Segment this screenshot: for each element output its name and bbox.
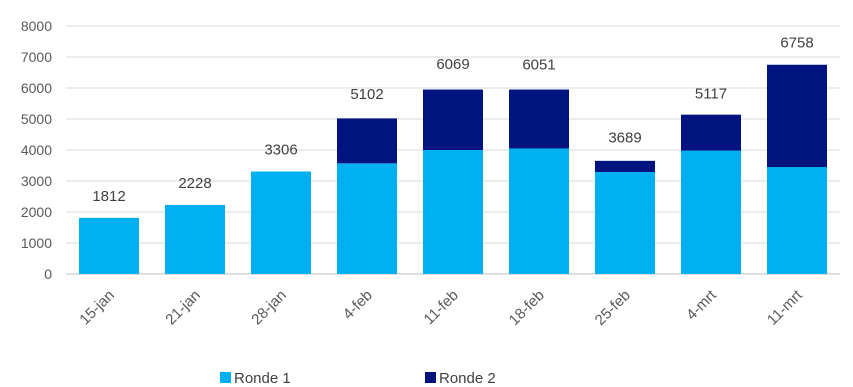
bar-segment-ronde-2 (767, 64, 827, 168)
bar-segment-ronde-2 (681, 114, 741, 151)
y-tick-label: 2000 (21, 204, 52, 220)
bar-segment-ronde-1 (423, 150, 483, 274)
bar-segment-ronde-1 (595, 172, 655, 274)
bar-segment-ronde-1 (767, 167, 827, 274)
x-tick-label: 25-feb (592, 287, 634, 329)
data-label: 6758 (780, 35, 813, 52)
x-tick-label: 4-mrt (683, 286, 720, 323)
bar-segment-ronde-1 (509, 148, 569, 274)
y-axis-tick-labels: 0 1000 2000 3000 4000 5000 6000 7000 8000 (21, 18, 52, 282)
data-label: 3306 (264, 142, 297, 159)
data-label: 6069 (436, 56, 469, 73)
legend-swatch (425, 372, 436, 383)
legend-swatch (220, 372, 231, 383)
legend-label: Ronde 1 (234, 370, 291, 387)
data-label: 3689 (608, 130, 641, 147)
bar-segment-ronde-2 (337, 118, 397, 164)
data-label: 5117 (695, 85, 727, 102)
x-tick-label: 28-jan (248, 287, 290, 329)
y-tick-label: 6000 (21, 80, 52, 96)
data-labels: 1812 2228 3306 5102 6069 6051 3689 5117 6758 (92, 35, 813, 205)
data-label: 1812 (92, 188, 125, 205)
bars (79, 64, 827, 274)
x-tick-label: 11-mrt (764, 286, 806, 328)
x-tick-label: 18-feb (506, 287, 548, 329)
y-tick-label: 7000 (21, 49, 52, 65)
bar-segment-ronde-2 (509, 89, 569, 149)
legend: Ronde 1 Ronde 2 (220, 370, 496, 387)
data-label: 5102 (350, 86, 383, 103)
y-tick-label: 5000 (21, 111, 52, 127)
y-tick-label: 8000 (21, 18, 52, 34)
legend-label: Ronde 2 (439, 370, 496, 387)
bar-segment-ronde-1 (681, 150, 741, 274)
y-tick-label: 0 (44, 266, 52, 282)
x-tick-label: 4-feb (340, 287, 376, 323)
bar-segment-ronde-1 (79, 217, 139, 274)
x-axis-tick-labels: 15-jan 21-jan 28-jan 4-feb 11-feb 18-feb 25-fe… (76, 286, 806, 329)
data-label: 6051 (522, 56, 555, 73)
x-tick-label: 21-jan (162, 287, 204, 329)
x-tick-label: 11-feb (421, 287, 462, 328)
bar-segment-ronde-2 (423, 89, 483, 150)
y-tick-label: 3000 (21, 173, 52, 189)
bar-segment-ronde-1 (337, 163, 397, 274)
bar-segment-ronde-1 (165, 204, 225, 274)
data-label: 2228 (178, 175, 211, 192)
bar-segment-ronde-1 (251, 171, 311, 274)
bar-segment-ronde-2 (595, 160, 655, 173)
x-tick-label: 15-jan (76, 287, 118, 329)
y-tick-label: 1000 (21, 235, 52, 251)
y-tick-label: 4000 (21, 142, 52, 158)
